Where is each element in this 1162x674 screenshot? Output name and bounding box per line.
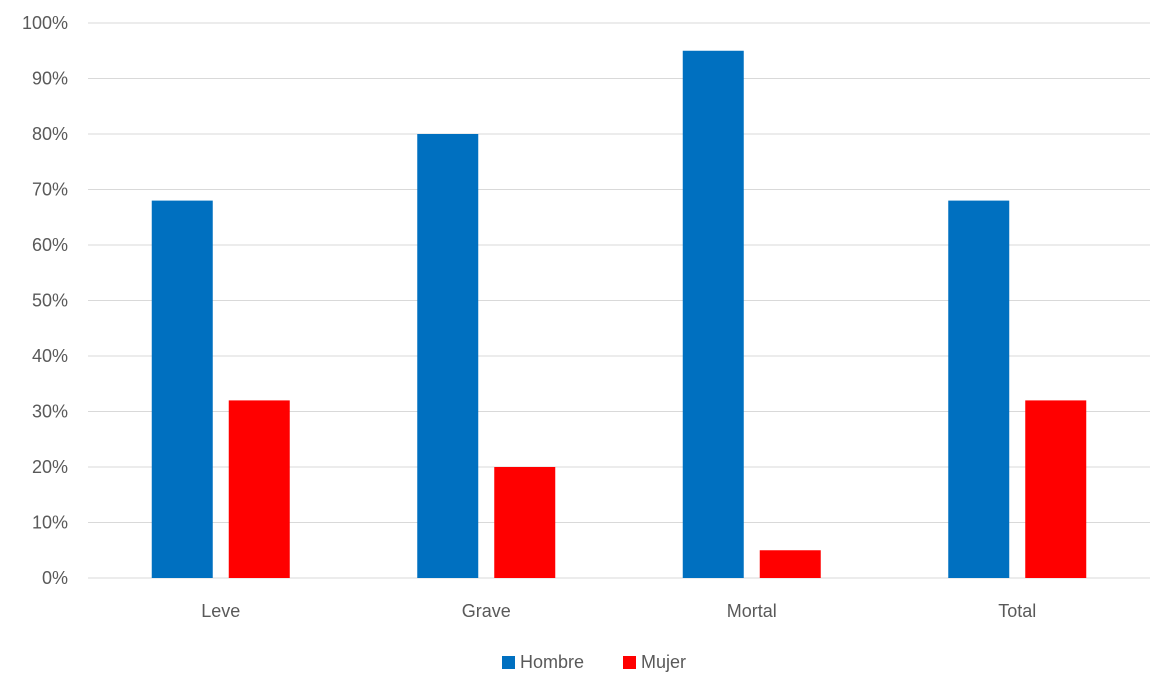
bar-mujer-leve: [228, 400, 290, 578]
y-tick-label: 0%: [42, 568, 68, 588]
bar-hombre-total: [948, 200, 1010, 578]
y-tick-label: 60%: [32, 235, 68, 255]
bar-mujer-mortal: [759, 550, 821, 578]
y-tick-label: 50%: [32, 291, 68, 311]
y-tick-label: 30%: [32, 402, 68, 422]
x-category-label: Grave: [462, 601, 511, 621]
y-tick-label: 90%: [32, 69, 68, 89]
y-tick-label: 70%: [32, 180, 68, 200]
bar-mujer-grave: [494, 467, 556, 578]
y-tick-label: 100%: [22, 13, 68, 33]
y-tick-label: 40%: [32, 346, 68, 366]
legend-label: Mujer: [641, 652, 686, 672]
legend-swatch: [502, 656, 515, 669]
bar-hombre-grave: [417, 134, 479, 578]
bar-hombre-leve: [151, 200, 213, 578]
bar-hombre-mortal: [682, 50, 744, 578]
x-category-label: Total: [998, 601, 1036, 621]
y-tick-label: 20%: [32, 457, 68, 477]
x-axis-category-labels: Leve Grave Mortal Total: [201, 601, 1036, 621]
bar-mujer-total: [1025, 400, 1087, 578]
x-category-label: Mortal: [727, 601, 777, 621]
y-tick-label: 10%: [32, 513, 68, 533]
legend-swatch: [623, 656, 636, 669]
bars: [151, 50, 1087, 578]
x-category-label: Leve: [201, 601, 240, 621]
legend-item-mujer: Mujer: [623, 652, 686, 672]
y-tick-label: 80%: [32, 124, 68, 144]
y-axis-tick-labels: 0% 10% 20% 30% 40% 50% 60% 70% 80% 90% 100%: [22, 13, 68, 588]
legend: Hombre Mujer: [502, 652, 686, 672]
legend-label: Hombre: [520, 652, 584, 672]
legend-item-hombre: Hombre: [502, 652, 584, 672]
